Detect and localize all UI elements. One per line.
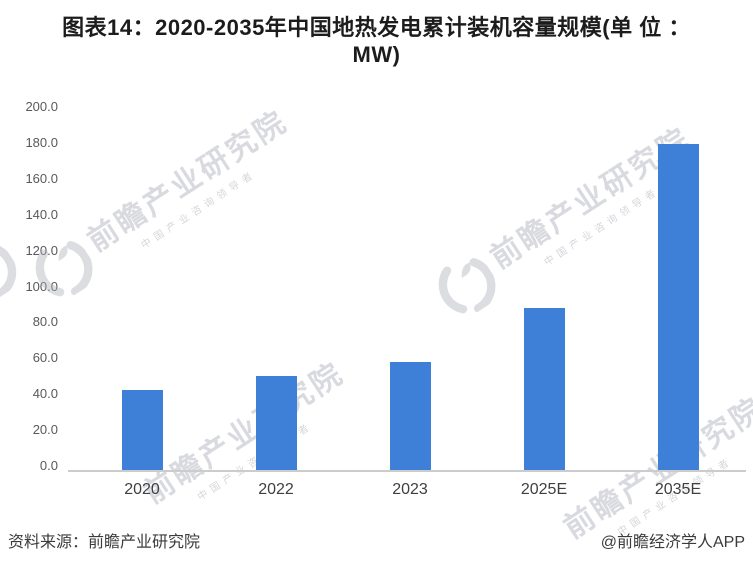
y-tick-label: 0.0 [39, 458, 58, 473]
credit-text: @前瞻经济学人APP [600, 534, 745, 551]
y-tick-label: 20.0 [32, 422, 58, 438]
x-tick-label: 2025E [520, 481, 568, 498]
y-tick-label: 100.0 [25, 278, 58, 294]
y-tick-label: 40.0 [32, 386, 58, 402]
bar-2025E [523, 307, 565, 471]
bar-2022 [255, 375, 297, 471]
y-tick-label: 60.0 [32, 350, 58, 366]
y-tick-label: 200.0 [25, 99, 58, 114]
bar-slot [477, 112, 611, 471]
bar-slot [75, 112, 209, 471]
x-tick-label: 2020 [124, 481, 160, 498]
bar-slot [209, 112, 343, 471]
bar-slot [343, 112, 477, 471]
y-tick-label: 80.0 [32, 314, 58, 330]
x-axis-labels: 2020 2022 2023 2025E 2035E [75, 479, 745, 501]
y-axis: 200.0 180.0 160.0 140.0 120.0 100.0 80.0 60.0 40… [0, 0, 60, 572]
y-tick-label: 160.0 [25, 170, 58, 186]
x-axis-line [68, 470, 746, 472]
data-source-text: 资料来源：前瞻产业研究院 [8, 534, 201, 551]
bar-2035E [657, 144, 699, 471]
y-tick-label: 180.0 [25, 134, 58, 150]
chart-title-line1: 图表14：2020-2035年中国地热发电累计装机容量规模(单 位 ： [62, 15, 691, 40]
chart-title-line2: MW) [352, 42, 401, 67]
x-tick-label: 2035E [654, 481, 702, 498]
chart-title: 图表14：2020-2035年中国地热发电累计装机容量规模(单 位 ： MW) [0, 14, 753, 68]
bar-2023 [389, 361, 431, 471]
bar-2020 [121, 390, 163, 471]
bar-slot [611, 112, 745, 471]
x-tick-label: 2023 [392, 481, 428, 498]
x-tick-label: 2022 [258, 481, 294, 498]
y-tick-label: 140.0 [25, 206, 58, 222]
y-tick-label: 120.0 [25, 242, 58, 258]
chart-plot [75, 112, 745, 471]
